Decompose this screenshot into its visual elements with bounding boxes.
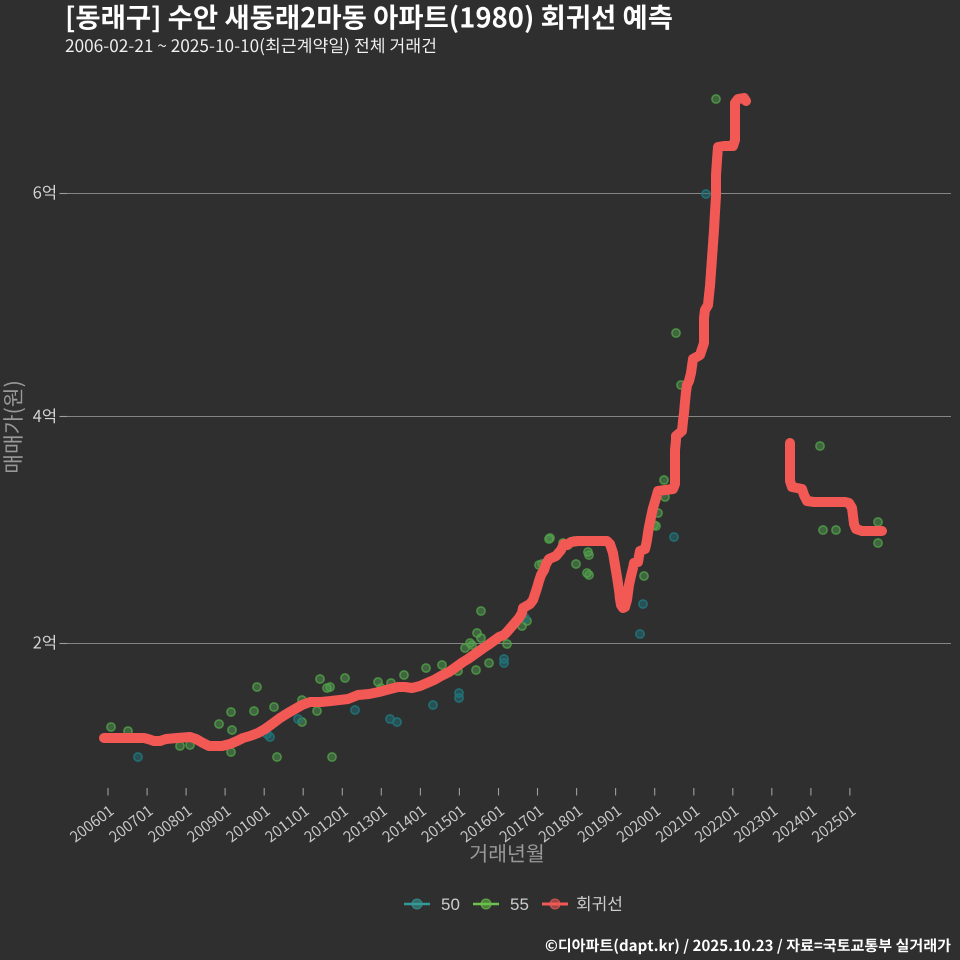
svg-text:50: 50 bbox=[441, 895, 460, 914]
svg-text:55: 55 bbox=[510, 895, 529, 914]
